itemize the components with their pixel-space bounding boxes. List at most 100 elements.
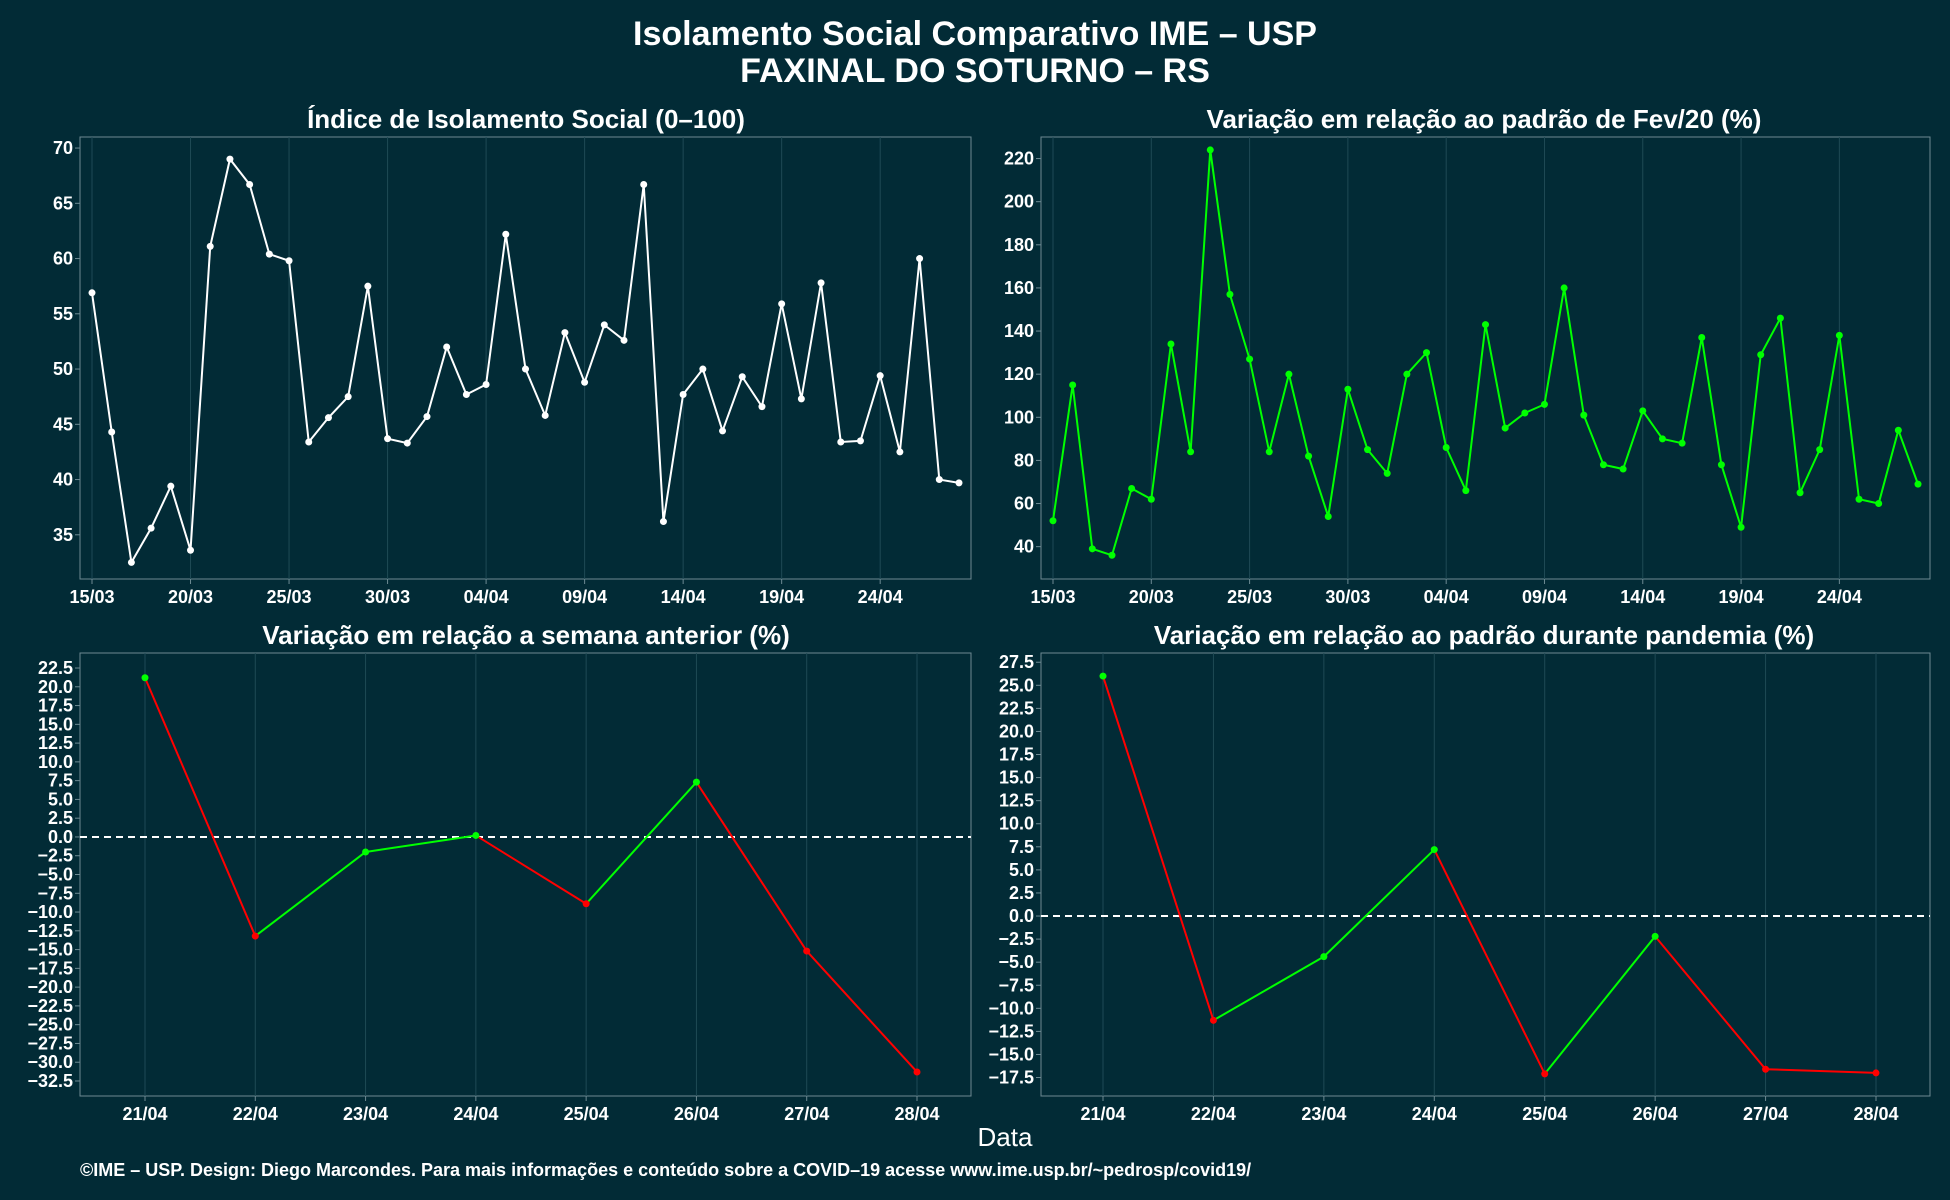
y-tick-label: 2.5 — [1009, 883, 1034, 903]
data-point — [561, 329, 569, 337]
x-tick-label: 20/03 — [1129, 587, 1174, 607]
series-marks — [80, 674, 971, 1076]
data-point — [1364, 446, 1372, 454]
line-segment — [1323, 848, 1435, 958]
y-tick-label: −17.5 — [988, 1068, 1034, 1088]
data-point — [916, 255, 924, 263]
panel-title: Variação em relação ao padrão de Fev/20 … — [1207, 104, 1762, 134]
grid-lines — [91, 137, 881, 579]
data-point — [167, 482, 175, 490]
y-tick-label: 17.5 — [999, 745, 1034, 765]
data-point — [265, 250, 273, 258]
data-point — [1776, 314, 1784, 322]
axis-ticks: 15/03 20/03 25/03 30/03 04/04 09/04 14/04 19/04… — [1004, 149, 1862, 607]
data-point — [1521, 409, 1529, 417]
data-point — [738, 373, 746, 381]
x-tick-label: 23/04 — [343, 1104, 388, 1124]
data-point — [699, 365, 707, 373]
y-tick-label: 60 — [1014, 494, 1034, 514]
y-tick-label: 65 — [53, 193, 73, 213]
data-point — [423, 413, 431, 421]
y-tick-label: 20.0 — [38, 677, 73, 697]
x-tick-label: 28/04 — [1853, 1104, 1898, 1124]
y-tick-label: −2.5 — [998, 929, 1034, 949]
data-point — [1167, 340, 1175, 348]
y-tick-label: 50 — [53, 359, 73, 379]
x-tick-label: 21/04 — [122, 1104, 167, 1124]
y-tick-label: −17.5 — [27, 958, 73, 978]
data-point — [285, 257, 293, 265]
y-tick-label: 15.0 — [999, 768, 1034, 788]
data-point — [1658, 435, 1666, 443]
data-point — [141, 674, 149, 682]
data-point — [1796, 489, 1804, 497]
data-point — [364, 282, 372, 290]
x-tick-label: 15/03 — [1030, 587, 1075, 607]
data-point — [1619, 465, 1627, 473]
y-tick-label: 200 — [1004, 192, 1034, 212]
y-tick-label: 45 — [53, 414, 73, 434]
y-tick-label: 40 — [53, 470, 73, 490]
y-tick-label: −7.5 — [37, 883, 73, 903]
data-point — [1678, 439, 1686, 447]
y-tick-label: 5.0 — [48, 789, 73, 809]
x-tick-label: 22/04 — [1191, 1104, 1236, 1124]
data-point — [127, 558, 135, 566]
y-tick-label: 27.5 — [999, 652, 1034, 672]
y-tick-label: −5.0 — [998, 952, 1034, 972]
y-tick-label: −2.5 — [37, 846, 73, 866]
data-point — [1069, 381, 1077, 389]
main-subtitle: FAXINAL DO SOTURNO – RS — [740, 52, 1210, 90]
line-segment — [365, 834, 477, 853]
panel-isolation-index: Índice de Isolamento Social (0–100) 15/0… — [53, 104, 972, 607]
grid-lines — [1102, 653, 1877, 1096]
y-tick-label: 5.0 — [1009, 860, 1034, 880]
panel-variation-pandemic: Variação em relação ao padrão durante pa… — [988, 620, 1931, 1124]
data-point — [88, 289, 96, 297]
y-tick-label: 12.5 — [38, 733, 73, 753]
plot-frame — [1040, 652, 1931, 1097]
data-point — [1580, 411, 1588, 419]
data-point — [935, 476, 943, 484]
y-tick-label: 55 — [53, 304, 73, 324]
x-tick-label: 24/04 — [453, 1104, 498, 1124]
y-tick-label: 10.0 — [38, 752, 73, 772]
y-tick-label: −12.5 — [988, 1021, 1034, 1041]
x-tick-label: 26/04 — [1633, 1104, 1678, 1124]
line-segment — [254, 851, 367, 937]
data-point — [251, 932, 259, 940]
panel-variation-prev-week: Variação em relação a semana anterior (%… — [27, 620, 972, 1124]
y-tick-label: 40 — [1014, 537, 1034, 557]
panel-variation-feb: Variação em relação ao padrão de Fev/20 … — [1004, 104, 1931, 607]
data-point — [1403, 370, 1411, 378]
y-tick-label: 7.5 — [48, 771, 73, 791]
data-point — [362, 848, 370, 856]
x-tick-label: 21/04 — [1080, 1104, 1125, 1124]
grid-lines — [1052, 137, 1840, 579]
y-tick-label: 80 — [1014, 450, 1034, 470]
data-point — [778, 300, 786, 308]
y-tick-label: 20.0 — [999, 721, 1034, 741]
data-point — [600, 321, 608, 329]
x-tick-label: 30/03 — [365, 587, 410, 607]
data-point — [522, 365, 529, 373]
y-tick-label: −32.5 — [27, 1071, 73, 1091]
data-point — [1639, 407, 1647, 415]
data-point — [955, 479, 963, 487]
data-point — [876, 372, 884, 380]
y-tick-label: 12.5 — [999, 791, 1034, 811]
y-tick-label: −22.5 — [27, 996, 73, 1016]
data-point — [692, 778, 700, 786]
data-point — [1324, 512, 1332, 520]
data-point — [187, 546, 195, 554]
x-tick-label: 25/03 — [267, 587, 312, 607]
data-point — [837, 438, 845, 446]
data-point — [1737, 523, 1745, 531]
data-point — [913, 1068, 921, 1076]
plot-frame — [79, 136, 972, 580]
data-point — [206, 242, 214, 250]
y-tick-label: 22.5 — [38, 658, 73, 678]
data-point — [384, 435, 392, 443]
data-point — [817, 279, 825, 287]
